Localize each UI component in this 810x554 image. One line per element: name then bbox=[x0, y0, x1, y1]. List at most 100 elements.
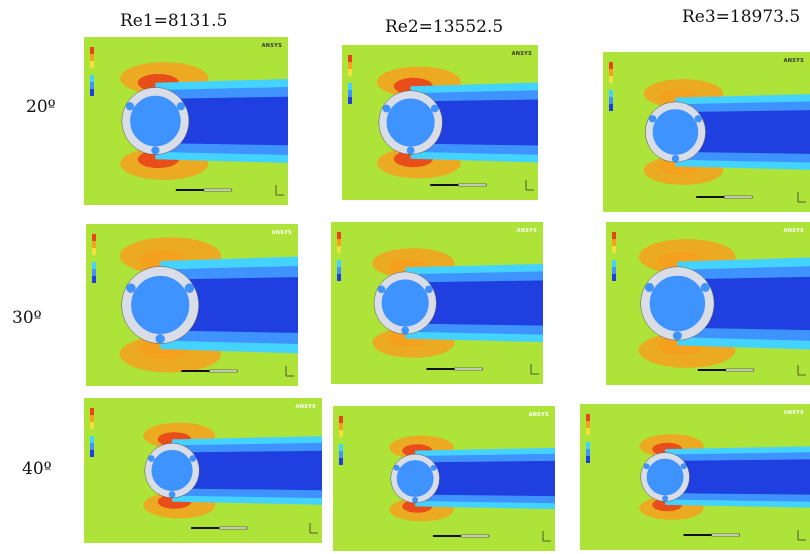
scale-bar bbox=[696, 196, 725, 198]
legend-swatch bbox=[90, 408, 94, 415]
axis-triad-icon bbox=[530, 364, 539, 375]
legend-swatch bbox=[92, 262, 96, 269]
legend-swatch bbox=[612, 239, 616, 246]
legend-swatch bbox=[348, 69, 352, 76]
legend-swatch bbox=[90, 89, 94, 96]
legend-swatch bbox=[90, 82, 94, 89]
scale-bar bbox=[175, 189, 204, 191]
legend-swatch bbox=[612, 267, 616, 274]
legend-swatch bbox=[90, 54, 94, 61]
rotor-outline bbox=[640, 266, 715, 341]
rotor-inner-region bbox=[381, 93, 440, 152]
blade-gap bbox=[176, 102, 185, 111]
rotor-inner-region bbox=[146, 445, 198, 496]
blade-gap bbox=[377, 285, 386, 294]
legend-swatch bbox=[348, 97, 352, 104]
legend-swatch bbox=[90, 415, 94, 422]
ansys-logo: ANSYS bbox=[783, 228, 804, 234]
legend-swatch bbox=[92, 276, 96, 283]
legend-swatch bbox=[337, 274, 341, 281]
scale-bar bbox=[697, 369, 726, 371]
wake-region bbox=[155, 96, 288, 146]
blade-gap bbox=[662, 495, 669, 502]
scale-bar bbox=[203, 188, 233, 192]
legend-swatch bbox=[337, 253, 341, 260]
scale-bar bbox=[683, 534, 712, 536]
legend-swatch bbox=[90, 450, 94, 457]
axis-triad-icon bbox=[275, 185, 284, 196]
legend-swatch bbox=[339, 423, 343, 430]
blade-gap bbox=[643, 463, 650, 470]
color-legend bbox=[586, 414, 590, 463]
scale-bar bbox=[191, 527, 220, 529]
rotor-inner-region bbox=[124, 269, 196, 341]
row-label-20deg: 20º bbox=[26, 97, 56, 117]
contour-plot-panel: ANSYS bbox=[333, 406, 555, 551]
legend-swatch bbox=[92, 269, 96, 276]
color-legend bbox=[609, 62, 613, 111]
ansys-logo: ANSYS bbox=[511, 51, 532, 57]
legend-swatch bbox=[586, 414, 590, 421]
contour-plot-panel: ANSYS bbox=[86, 224, 298, 386]
legend-swatch bbox=[337, 267, 341, 274]
legend-swatch bbox=[612, 260, 616, 267]
legend-swatch bbox=[586, 442, 590, 449]
legend-swatch bbox=[609, 90, 613, 97]
legend-swatch bbox=[348, 83, 352, 90]
legend-swatch bbox=[90, 75, 94, 82]
wake-region bbox=[172, 450, 322, 491]
blade-gap bbox=[671, 154, 680, 163]
blade-gap bbox=[126, 283, 136, 293]
axis-triad-icon bbox=[797, 530, 806, 541]
rotor-outline bbox=[144, 442, 200, 499]
rotor-outline bbox=[640, 452, 690, 502]
legend-swatch bbox=[90, 443, 94, 450]
blade-gap bbox=[151, 146, 160, 155]
rotor-inner-region bbox=[647, 104, 704, 160]
blade-gap bbox=[680, 463, 687, 470]
color-legend bbox=[612, 232, 616, 281]
axis-triad-icon bbox=[285, 366, 294, 377]
velocity-contour-svg bbox=[331, 222, 543, 384]
wake-region bbox=[675, 110, 810, 154]
legend-swatch bbox=[348, 55, 352, 62]
blade-gap bbox=[672, 331, 682, 341]
blade-gap bbox=[406, 146, 415, 155]
rotor-inner-region bbox=[642, 454, 688, 500]
velocity-contour-svg bbox=[84, 398, 322, 543]
scale-bar bbox=[432, 535, 461, 537]
blade-gap bbox=[184, 283, 195, 293]
blade-gap bbox=[694, 115, 703, 123]
blade-gap bbox=[401, 326, 410, 335]
ansys-logo: ANSYS bbox=[516, 228, 537, 234]
rotor-outline bbox=[645, 101, 706, 163]
contour-plot-panel: ANSYS bbox=[606, 222, 810, 385]
legend-swatch bbox=[612, 274, 616, 281]
legend-swatch bbox=[612, 253, 616, 260]
rotor-outline bbox=[121, 87, 190, 155]
legend-swatch bbox=[337, 260, 341, 267]
rotor-outline bbox=[121, 266, 199, 344]
scale-bar bbox=[209, 369, 238, 373]
axis-triad-icon bbox=[525, 180, 534, 191]
wake-region bbox=[405, 280, 543, 326]
legend-swatch bbox=[612, 246, 616, 253]
legend-swatch bbox=[586, 449, 590, 456]
contour-plot-panel: ANSYS bbox=[84, 37, 288, 205]
contour-plot-panel: ANSYS bbox=[603, 52, 810, 212]
column-title-re1: Re1=8131.5 bbox=[120, 11, 228, 31]
legend-swatch bbox=[586, 428, 590, 435]
legend-swatch bbox=[609, 97, 613, 104]
axis-triad-icon bbox=[797, 192, 806, 203]
ansys-logo: ANSYS bbox=[783, 58, 804, 64]
legend-swatch bbox=[586, 456, 590, 463]
legend-swatch bbox=[348, 62, 352, 69]
blade-gap bbox=[168, 491, 176, 498]
blade-gap bbox=[393, 464, 400, 471]
column-title-re2: Re2=13552.5 bbox=[385, 17, 504, 37]
color-legend bbox=[337, 232, 341, 281]
velocity-contour-svg bbox=[606, 222, 810, 385]
blade-gap bbox=[412, 496, 419, 503]
legend-swatch bbox=[337, 232, 341, 239]
contour-plot-panel: ANSYS bbox=[331, 222, 543, 384]
